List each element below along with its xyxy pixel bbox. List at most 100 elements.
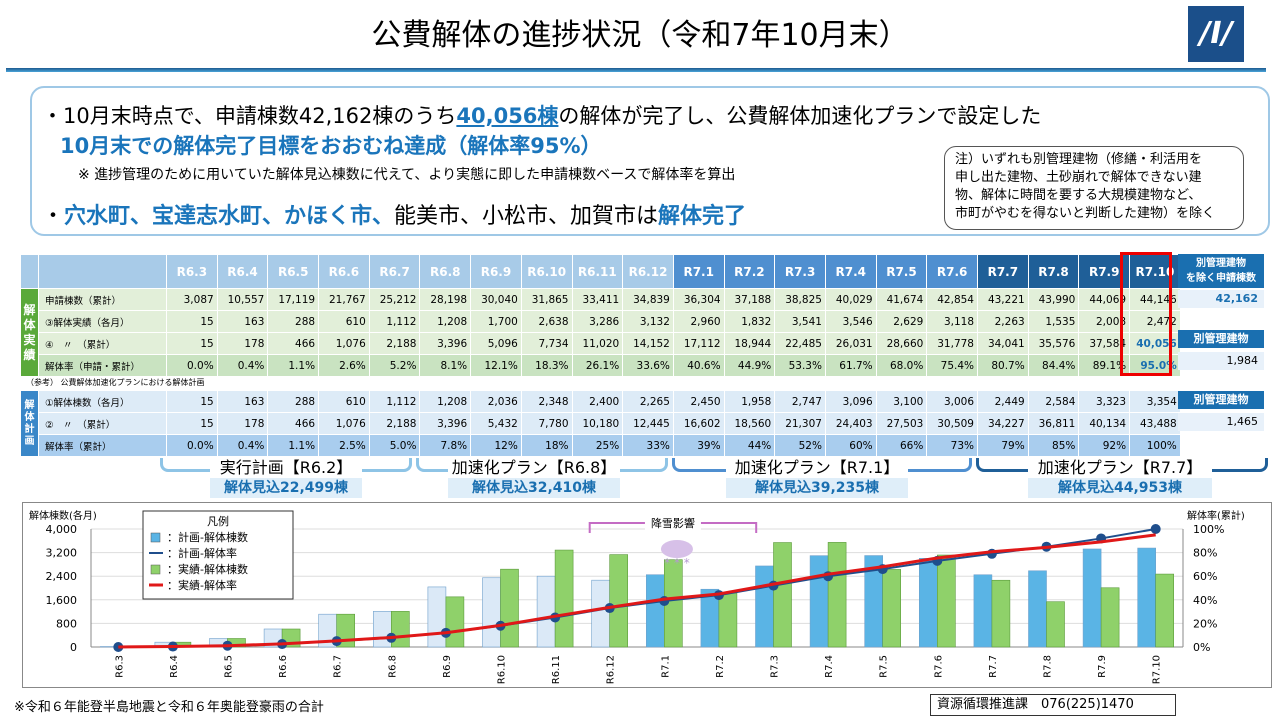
table-cell: 31,778 [926, 332, 978, 355]
table-cell: 25% [571, 434, 624, 457]
excluded-applications-header: 別管理建物 を除く申請棟数 [1178, 254, 1264, 288]
plan-sub: 解体見込22,499棟 [210, 478, 362, 498]
plan-label-2: 加速化プラン【R6.8】 解体見込32,410棟 [448, 458, 620, 498]
table-cell: 36,304 [672, 288, 725, 311]
table-cell: 43,488 [1129, 412, 1181, 435]
table-cell: 610 [318, 310, 370, 333]
plan-bar [591, 579, 611, 648]
table-cell: 43,221 [977, 288, 1029, 311]
x-tick-label: R7.5 [879, 655, 890, 678]
table-cell: 22,485 [774, 332, 826, 355]
actual-bar [500, 568, 519, 648]
plan-bar [482, 577, 501, 648]
snow-annotation: 降雪影響 [651, 516, 695, 530]
table-cell: 66% [875, 434, 928, 457]
table-cell: 2,188 [368, 412, 421, 435]
row-label: ①解体棟数（各月） [38, 390, 167, 413]
plan-label-1: 実行計画【R6.2】 解体見込22,499棟 [210, 458, 362, 498]
table-cell: 28,660 [875, 332, 928, 355]
table-cell: 2,747 [774, 390, 826, 413]
plan-name: 加速化プラン【R7.7】 [1037, 458, 1203, 477]
completed-towns: 穴水町、宝達志水町、かほく市、 [64, 204, 395, 229]
row-label: ③解体実績（各月） [38, 310, 167, 333]
table-cell: 7.8% [419, 434, 472, 457]
table-cell: 3,396 [419, 412, 472, 435]
x-tick-label: R7.1 [660, 655, 671, 678]
table-cell: 33% [622, 434, 674, 457]
y-tick-label: 2,400 [46, 570, 78, 583]
progress-chart: 0 800 1,600 2,400 3,200 4,000 0% 20% 40% 60% 80% 10… [22, 502, 1272, 688]
actual-bar [991, 579, 1011, 648]
table-cell: 1,700 [470, 310, 522, 333]
footnote: ※令和６年能登半島地震と令和６年奥能登豪雨の合計 [14, 700, 324, 715]
x-tick-label: R6.6 [278, 655, 289, 678]
month-header: R7.2 [723, 254, 776, 289]
snow-cloud-icon [660, 540, 693, 558]
table-cell: 68.0% [875, 354, 928, 377]
reference-note: （参考） 公費解体加速化プランにおける解体計画 [26, 378, 205, 387]
table-cell: 10,180 [571, 412, 624, 435]
table-cell: 2,265 [622, 390, 674, 413]
month-header: R7.4 [824, 254, 877, 289]
table-cell: 18% [520, 434, 573, 457]
y2-tick-label: 40% [1193, 594, 1217, 607]
month-header: R6.4 [216, 254, 269, 289]
x-tick-label: R7.6 [933, 655, 944, 678]
plan-name: 実行計画【R6.2】 [219, 458, 353, 477]
plan-table: 解体計画 ①解体棟数（各月） 15 163 288 610 1,112 1,208 2,036 2… [20, 390, 1181, 457]
month-header: R6.8 [419, 254, 472, 289]
table-cell: 610 [318, 390, 370, 413]
chart-svg: 0 800 1,600 2,400 3,200 4,000 0% 20% 40% 60% 80% 10… [29, 509, 1245, 684]
x-tick-label: R7.4 [824, 655, 835, 678]
summary-note: ※ 進捗管理のために用いていた解体見込棟数に代えて、より実態に即した申請棟数ベー… [78, 167, 736, 183]
table-cell: 1,535 [1027, 310, 1080, 333]
table-cell: 38,825 [774, 288, 826, 311]
table-cell: 33.6% [622, 354, 674, 377]
x-tick-label: R6.12 [606, 655, 617, 684]
table-cell: 41,674 [875, 288, 928, 311]
y2-tick-label: 80% [1193, 547, 1217, 560]
x-tick-label: R7.3 [770, 655, 781, 678]
actual-bar [718, 592, 738, 648]
table-cell: 34,041 [977, 332, 1029, 355]
table-cell: 3,546 [824, 310, 877, 333]
table-cell: 14,152 [622, 332, 674, 355]
table-cell: 84.4% [1027, 354, 1080, 377]
table-cell: 15 [166, 412, 218, 435]
x-tick-label: R7.10 [1152, 655, 1163, 684]
plan-bar [427, 586, 447, 648]
table-cell: 17,119 [267, 288, 320, 311]
summary-line-4: ・穴水町、宝達志水町、かほく市、能美市、小松市、加賀市は解体完了 [42, 198, 746, 230]
table-cell: 40,134 [1078, 412, 1131, 435]
plan-bar [1082, 548, 1102, 648]
table-cell: 40,029 [824, 288, 877, 311]
x-tick-label: R6.5 [224, 655, 235, 678]
table-cell: 288 [267, 390, 320, 413]
table-cell: 17,112 [672, 332, 725, 355]
table-cell: 80.7% [977, 354, 1029, 377]
actual-bar [1155, 573, 1174, 648]
y2-tick-label: 60% [1193, 570, 1217, 583]
y-tick-label: 4,000 [46, 523, 78, 536]
table-cell: 2,188 [368, 332, 421, 355]
plan-bar [645, 574, 665, 648]
table-cell: 3,323 [1078, 390, 1131, 413]
x-tick-label: R6.8 [387, 655, 398, 678]
table-cell: 2,449 [977, 390, 1029, 413]
actual-bar [554, 549, 574, 648]
table-cell: 3,132 [622, 310, 674, 333]
contact-info: 資源循環推進課 076(225)1470 [930, 694, 1176, 716]
table-cell: 44,069 [1078, 288, 1131, 311]
table-cell: 1,076 [318, 332, 370, 355]
legend-label: ：計画-解体率 [167, 546, 237, 560]
table-cell: 31,865 [520, 288, 573, 311]
table-cell: 1.1% [267, 354, 320, 377]
table-cell: 30,040 [470, 288, 522, 311]
table-cell: 44.9% [723, 354, 776, 377]
table-cell: 0.4% [216, 354, 269, 377]
legend-label: ：実績-解体棟数 [167, 562, 248, 576]
x-tick-label: R6.10 [497, 655, 508, 684]
table-cell: 5.2% [368, 354, 421, 377]
table-cell: 21,767 [318, 288, 370, 311]
month-header: R6.5 [267, 254, 320, 289]
